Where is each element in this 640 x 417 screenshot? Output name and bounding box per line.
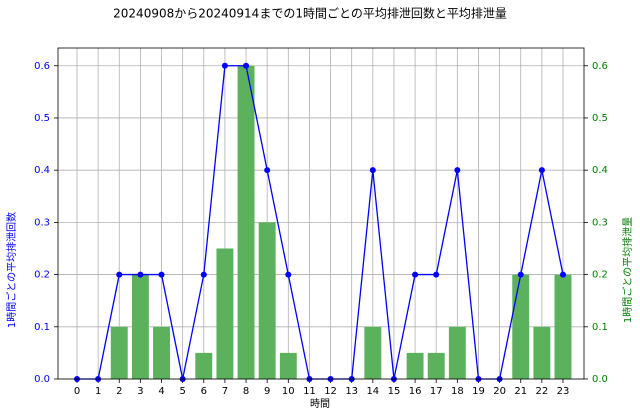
yticks-label: 0.3 <box>34 217 50 228</box>
yticks-label: 0.6 <box>34 61 50 72</box>
x-tick-label: 21 <box>514 386 527 397</box>
point <box>221 62 228 69</box>
x-tick-label: 3 <box>137 386 143 397</box>
point <box>116 271 123 278</box>
x-tick-label: 10 <box>282 386 295 397</box>
point <box>264 167 271 174</box>
y2ticks-label: 0.6 <box>592 61 608 72</box>
point <box>559 271 566 278</box>
x-tick-label: 20 <box>493 386 506 397</box>
point <box>137 271 144 278</box>
x-tick-label: 7 <box>222 386 228 397</box>
yticks-label: 0.5 <box>34 113 50 124</box>
point <box>369 167 376 174</box>
x-tick-label: 8 <box>243 386 249 397</box>
bar <box>195 352 213 379</box>
bar <box>512 274 530 379</box>
yticks-label: 0.4 <box>34 165 50 176</box>
y2ticks-label: 0.1 <box>592 322 608 333</box>
bar <box>364 326 382 379</box>
x-tick-label: 13 <box>345 386 358 397</box>
bar <box>448 326 466 379</box>
x-tick-label: 14 <box>366 386 379 397</box>
point <box>285 271 292 278</box>
x-tick-label: 22 <box>535 386 548 397</box>
y2ticks-label: 0.3 <box>592 217 608 228</box>
point <box>454 167 461 174</box>
point <box>158 271 165 278</box>
x-tick-label: 16 <box>409 386 422 397</box>
bar <box>216 248 234 379</box>
bar <box>258 222 276 379</box>
x-tick-label: 23 <box>557 386 570 397</box>
x-tick-label: 19 <box>472 386 485 397</box>
bar <box>554 274 572 379</box>
x-tick-label: 9 <box>264 386 270 397</box>
yticks-label: 0.2 <box>34 270 50 281</box>
x-tick-label: 18 <box>451 386 464 397</box>
x-tick-label: 1 <box>95 386 101 397</box>
bar <box>131 274 149 379</box>
plot-frame <box>57 47 585 380</box>
y2ticks-label: 0.2 <box>592 270 608 281</box>
yticks-label: 0.1 <box>34 322 50 333</box>
bar <box>279 352 297 379</box>
point <box>538 167 545 174</box>
point <box>433 271 440 278</box>
x-tick-label: 15 <box>388 386 401 397</box>
y2-axis-label: 1時間ごとの平均排泄量 <box>621 217 634 323</box>
x-tick-label: 2 <box>116 386 122 397</box>
chart-title: 20240908から20240914までの1時間ごとの平均排泄回数と平均排泄量 <box>113 6 507 21</box>
y-axis-label: 1時間ごとの平均排泄回数 <box>5 212 18 328</box>
x-tick-label: 17 <box>430 386 443 397</box>
bar <box>237 65 255 379</box>
point <box>200 271 207 278</box>
y2ticks-label: 0.0 <box>592 374 608 385</box>
x-tick-label: 5 <box>179 386 185 397</box>
bar <box>533 326 551 379</box>
x-tick-label: 12 <box>324 386 337 397</box>
bar <box>110 326 128 379</box>
bar <box>153 326 170 379</box>
bar <box>427 352 445 379</box>
x-tick-label: 11 <box>303 386 316 397</box>
bar <box>406 352 424 379</box>
point <box>412 271 419 278</box>
point <box>243 62 250 69</box>
x-tick-label: 6 <box>201 386 207 397</box>
x-tick-label: 0 <box>74 386 80 397</box>
x-tick-label: 4 <box>158 386 164 397</box>
y2ticks-label: 0.5 <box>592 113 608 124</box>
x-axis-label: 時間 <box>310 398 330 410</box>
yticks-label: 0.0 <box>34 374 50 385</box>
y2ticks-label: 0.4 <box>592 165 608 176</box>
point <box>517 271 524 278</box>
